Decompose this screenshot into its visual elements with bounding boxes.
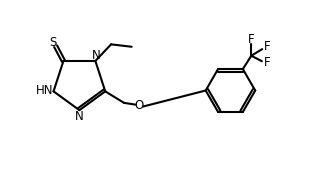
Text: F: F (248, 33, 255, 46)
Text: HN: HN (36, 84, 54, 97)
Text: S: S (50, 35, 57, 48)
Text: F: F (264, 56, 270, 69)
Text: N: N (92, 49, 100, 62)
Text: O: O (134, 99, 144, 112)
Text: F: F (264, 40, 270, 53)
Text: N: N (75, 110, 84, 123)
